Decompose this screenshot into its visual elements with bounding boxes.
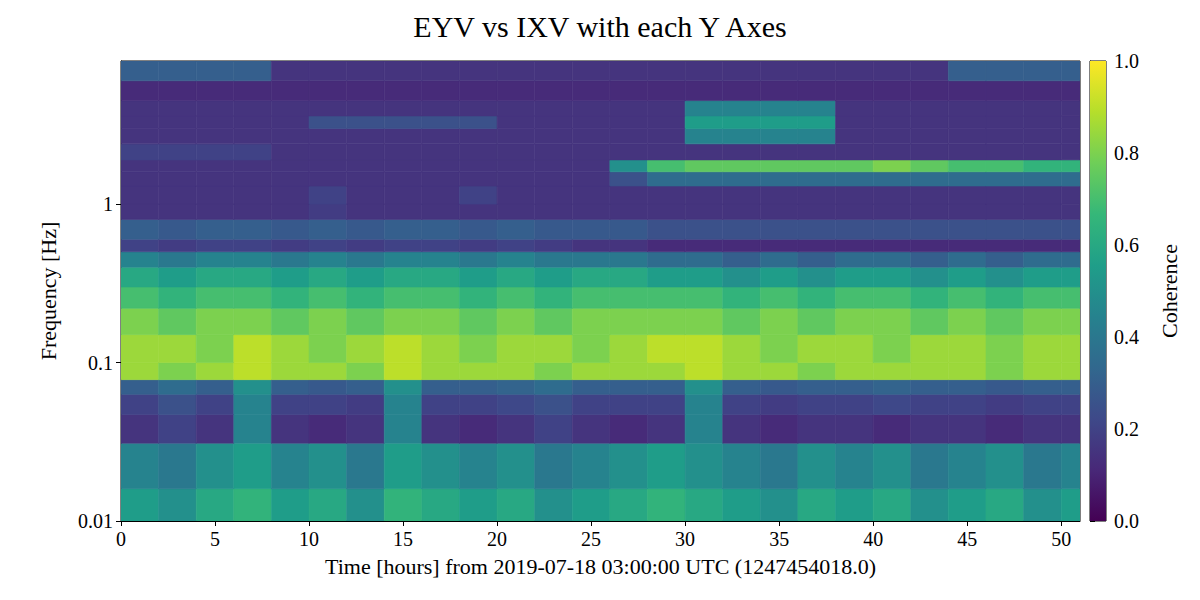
svg-text:0.8: 0.8	[1114, 142, 1139, 164]
svg-text:45: 45	[957, 528, 977, 550]
svg-text:0.2: 0.2	[1114, 418, 1139, 440]
svg-text:Coherence: Coherence	[1157, 244, 1182, 338]
svg-text:0.0: 0.0	[1114, 510, 1139, 532]
svg-text:EYV vs IXV with each Y Axes: EYV vs IXV with each Y Axes	[413, 10, 786, 43]
svg-text:5: 5	[210, 528, 220, 550]
svg-text:10: 10	[299, 528, 319, 550]
svg-text:Frequency [Hz]: Frequency [Hz]	[36, 222, 61, 361]
svg-text:Time [hours] from 2019-07-18 0: Time [hours] from 2019-07-18 03:00:00 UT…	[325, 554, 876, 579]
svg-text:0.4: 0.4	[1114, 326, 1139, 348]
svg-text:35: 35	[769, 528, 789, 550]
svg-text:30: 30	[675, 528, 695, 550]
svg-text:1: 1	[103, 193, 113, 215]
svg-text:1.0: 1.0	[1114, 50, 1139, 72]
svg-text:0.01: 0.01	[78, 510, 113, 532]
svg-text:0.6: 0.6	[1114, 234, 1139, 256]
svg-text:0.1: 0.1	[88, 352, 113, 374]
svg-text:50: 50	[1051, 528, 1071, 550]
svg-text:0: 0	[116, 528, 126, 550]
svg-text:15: 15	[393, 528, 413, 550]
svg-text:20: 20	[487, 528, 507, 550]
svg-text:25: 25	[581, 528, 601, 550]
svg-text:40: 40	[863, 528, 883, 550]
